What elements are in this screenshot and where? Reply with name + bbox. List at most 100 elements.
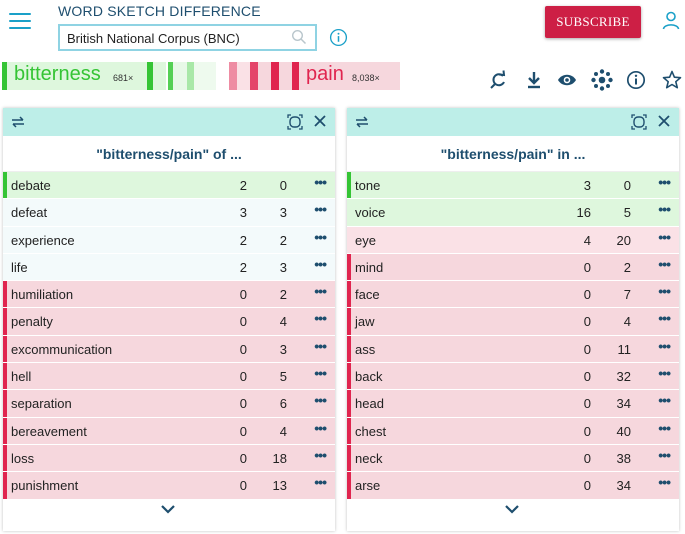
collocate-word[interactable]: bereavement <box>11 423 87 439</box>
collocate-word[interactable]: jaw <box>355 314 375 330</box>
table-row[interactable]: punishment 0 13 ••• <box>3 472 335 500</box>
collocate-word[interactable]: face <box>355 287 380 303</box>
more-options-icon[interactable]: ••• <box>658 365 671 382</box>
table-row[interactable]: life 2 3 ••• <box>3 253 335 282</box>
more-options-icon[interactable]: ••• <box>658 392 671 409</box>
frequency-bitterness: 0 <box>239 450 247 466</box>
star-icon[interactable] <box>661 68 683 92</box>
info-icon[interactable] <box>625 68 647 92</box>
subscribe-button[interactable]: SUBSCRIBE <box>545 6 641 38</box>
more-options-icon[interactable]: ••• <box>658 174 671 190</box>
collocate-word[interactable]: defeat <box>11 205 48 221</box>
more-options-icon[interactable]: ••• <box>314 419 327 436</box>
table-row[interactable]: penalty 0 4 ••• <box>3 308 335 336</box>
table-row[interactable]: neck 0 38 ••• <box>347 444 679 473</box>
maximize-icon[interactable] <box>287 114 303 130</box>
collocate-word[interactable]: loss <box>11 450 35 466</box>
row-marker <box>3 444 7 472</box>
maximize-icon[interactable] <box>631 114 647 130</box>
download-icon[interactable] <box>523 68 545 92</box>
more-options-icon[interactable]: ••• <box>314 310 327 327</box>
more-options-icon[interactable]: ••• <box>658 474 671 491</box>
more-options-icon[interactable]: ••• <box>658 255 671 272</box>
frequency-bitterness: 0 <box>239 341 247 357</box>
table-row[interactable]: tone 3 0 ••• <box>347 172 679 200</box>
more-options-icon[interactable]: ••• <box>314 228 327 245</box>
corpus-info-icon[interactable] <box>329 28 348 47</box>
more-options-icon[interactable]: ••• <box>314 446 327 463</box>
table-row[interactable]: mind 0 2 ••• <box>347 253 679 282</box>
more-options-icon[interactable]: ••• <box>314 392 327 409</box>
collocate-word[interactable]: hell <box>11 369 32 385</box>
collocate-word[interactable]: penalty <box>11 314 53 330</box>
collocate-word[interactable]: eye <box>355 232 376 248</box>
eye-icon[interactable] <box>556 68 578 92</box>
table-row[interactable]: debate 2 0 ••• <box>3 172 335 200</box>
collocate-word[interactable]: separation <box>11 396 72 412</box>
menu-icon[interactable] <box>9 13 31 30</box>
corpus-selector[interactable]: British National Corpus (BNC) <box>58 24 317 51</box>
collocate-word[interactable]: ass <box>355 341 376 357</box>
table-row[interactable]: voice 16 5 ••• <box>347 199 679 227</box>
more-options-icon[interactable]: ••• <box>314 474 327 491</box>
table-row[interactable]: chest 0 40 ••• <box>347 417 679 445</box>
collocate-word[interactable]: arse <box>355 478 381 494</box>
more-options-icon[interactable]: ••• <box>658 283 671 300</box>
more-options-icon[interactable]: ••• <box>658 337 671 354</box>
legend-bar <box>187 62 194 90</box>
table-row[interactable]: jaw 0 4 ••• <box>347 308 679 336</box>
swap-icon[interactable] <box>354 115 370 129</box>
collocate-word[interactable]: humiliation <box>11 287 74 303</box>
table-row[interactable]: humiliation 0 2 ••• <box>3 281 335 309</box>
table-row[interactable]: defeat 3 3 ••• <box>3 199 335 227</box>
swap-icon[interactable] <box>10 115 26 129</box>
collocate-word[interactable]: neck <box>355 450 383 466</box>
collocate-word[interactable]: experience <box>11 232 75 248</box>
frequency-bitterness: 0 <box>583 259 591 275</box>
collocate-word[interactable]: excommunication <box>11 341 113 357</box>
more-options-icon[interactable]: ••• <box>314 255 327 272</box>
legend-bar <box>279 62 292 90</box>
more-options-icon[interactable]: ••• <box>658 201 671 218</box>
close-icon[interactable] <box>657 114 671 128</box>
row-marker <box>3 390 7 417</box>
table-row[interactable]: excommunication 0 3 ••• <box>3 335 335 364</box>
more-options-icon[interactable]: ••• <box>658 310 671 327</box>
table-row[interactable]: back 0 32 ••• <box>347 363 679 391</box>
reload-icon[interactable] <box>489 68 511 92</box>
chevron-down-icon[interactable] <box>504 503 520 515</box>
more-options-icon[interactable]: ••• <box>314 365 327 382</box>
table-row[interactable]: separation 0 6 ••• <box>3 390 335 418</box>
table-row[interactable]: experience 2 2 ••• <box>3 226 335 254</box>
more-options-icon[interactable]: ••• <box>314 174 327 190</box>
collocate-word[interactable]: back <box>355 369 383 385</box>
table-row[interactable]: arse 0 34 ••• <box>347 472 679 500</box>
user-icon[interactable] <box>662 11 680 31</box>
more-options-icon[interactable]: ••• <box>658 419 671 436</box>
collocate-word[interactable]: mind <box>355 259 384 275</box>
more-options-icon[interactable]: ••• <box>314 201 327 218</box>
more-options-icon[interactable]: ••• <box>658 228 671 245</box>
collocate-word[interactable]: chest <box>355 423 387 439</box>
collocate-word[interactable]: life <box>11 259 28 275</box>
more-options-icon[interactable]: ••• <box>658 446 671 463</box>
frequency-bitterness: 0 <box>583 450 591 466</box>
collocate-word[interactable]: punishment <box>11 478 79 494</box>
more-options-icon[interactable]: ••• <box>314 283 327 300</box>
frequency-pain: 13 <box>272 478 287 494</box>
table-row[interactable]: loss 0 18 ••• <box>3 444 335 473</box>
table-row[interactable]: bereavement 0 4 ••• <box>3 417 335 445</box>
table-row[interactable]: head 0 34 ••• <box>347 390 679 418</box>
table-row[interactable]: face 0 7 ••• <box>347 281 679 309</box>
table-row[interactable]: hell 0 5 ••• <box>3 363 335 391</box>
collocate-word[interactable]: voice <box>355 205 386 221</box>
collocate-word[interactable]: tone <box>355 178 381 193</box>
table-row[interactable]: eye 4 20 ••• <box>347 226 679 254</box>
close-icon[interactable] <box>313 114 327 128</box>
more-options-icon[interactable]: ••• <box>314 337 327 354</box>
table-row[interactable]: ass 0 11 ••• <box>347 335 679 364</box>
collocate-word[interactable]: head <box>355 396 384 412</box>
chevron-down-icon[interactable] <box>160 503 176 515</box>
cluster-icon[interactable] <box>590 68 614 92</box>
collocate-word[interactable]: debate <box>11 178 51 193</box>
